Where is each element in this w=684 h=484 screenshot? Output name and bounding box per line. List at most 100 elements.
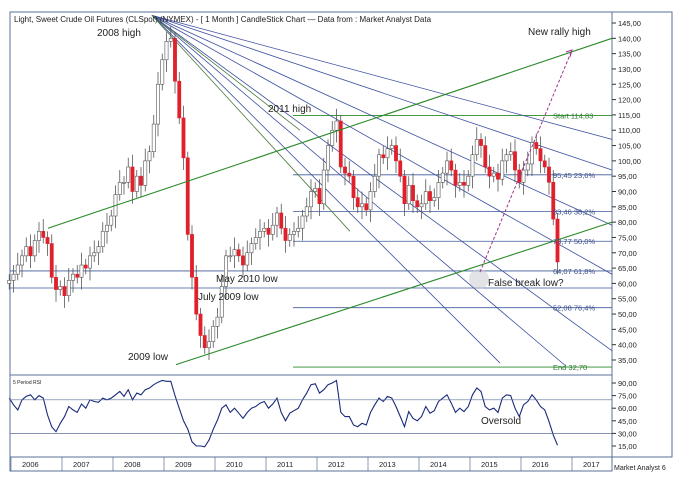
candle-body — [24, 246, 29, 257]
time-axis-tick-label: 2009 — [175, 460, 192, 469]
candle-body — [15, 264, 20, 275]
candle-body — [20, 255, 24, 266]
candle-body — [360, 203, 364, 208]
candle-body — [37, 231, 41, 241]
candle-body — [462, 182, 466, 186]
price-axis-panel — [611, 11, 673, 458]
candle-body — [491, 172, 496, 177]
candle-body — [534, 142, 539, 149]
candle-body — [241, 255, 245, 266]
rsi-axis-tick-label: 60,00 — [618, 404, 637, 413]
candle-body — [513, 151, 517, 171]
candle-body — [258, 231, 262, 238]
time-axis-tick-label: 2015 — [481, 460, 498, 469]
candle-body — [530, 142, 534, 165]
candle-body — [156, 83, 160, 125]
candle-body — [309, 191, 313, 208]
candle-body — [406, 185, 411, 205]
candle-body — [338, 120, 343, 168]
candle-body — [334, 120, 339, 131]
candle-body — [45, 237, 50, 244]
candle-body — [466, 175, 471, 186]
price-axis-tick-label: 140,00 — [618, 34, 641, 43]
candle-body — [517, 169, 522, 183]
rsi-axis-tick-label: 45,00 — [618, 417, 637, 426]
time-axis-tick-label: 2013 — [379, 460, 396, 469]
fan-line-green — [151, 15, 351, 232]
candle-body — [253, 237, 258, 244]
candle-body — [504, 154, 509, 162]
candle-body — [194, 276, 199, 315]
candle-body — [96, 246, 101, 254]
rsi-panel — [9, 374, 613, 458]
candle-body — [198, 313, 203, 336]
candle-body — [292, 231, 296, 235]
candle-body — [79, 264, 84, 278]
candle-body — [249, 243, 254, 254]
fan-line-green — [151, 15, 301, 131]
time-axis-tick-label: 2010 — [226, 460, 243, 469]
candle-body — [296, 227, 301, 232]
price-axis-tick-label: 130,00 — [618, 65, 641, 74]
rsi-axis-tick-label: 90,00 — [618, 379, 637, 388]
annotation-july-2009-low: July 2009 low — [198, 292, 259, 303]
candle-body — [500, 160, 505, 180]
candle-body — [487, 166, 492, 177]
price-axis-tick-label: 145,00 — [618, 19, 641, 28]
time-axis-tick-label: 2016 — [532, 460, 549, 469]
candle-body — [402, 175, 407, 205]
price-axis-tick-label: 100,00 — [618, 157, 641, 166]
candle-body — [117, 182, 122, 195]
time-axis-tick-label: 2006 — [22, 460, 39, 469]
retracement-level-label: Start 114,83 — [553, 111, 593, 120]
annotation-may-2010-low: May 2010 low — [216, 274, 278, 285]
time-axis-tick-label: 2008 — [124, 460, 141, 469]
rsi-axis-tick-label: 75,00 — [618, 392, 637, 401]
green-channel-lines — [47, 37, 613, 366]
candle-body — [317, 188, 322, 205]
rsi-axis: 15,00 30,00 45,00 60,00 75,00 90,00 — [10, 379, 637, 451]
price-axis-tick-label: 85,00 — [618, 203, 637, 212]
candle-body — [147, 151, 152, 162]
price-axis-tick-label: 90,00 — [618, 188, 637, 197]
candle-body — [449, 160, 454, 171]
annotation-false-break-low: False break low? — [488, 278, 564, 289]
candlestick-series — [7, 26, 560, 360]
candle-body — [394, 145, 398, 162]
candle-body — [381, 154, 386, 159]
price-axis-tick-label: 70,00 — [618, 249, 637, 258]
time-axis-tick-label: 2012 — [328, 460, 345, 469]
time-axis-tick-label: 2014 — [430, 460, 447, 469]
fan-line — [151, 14, 613, 226]
candle-body — [428, 191, 432, 201]
candle-body — [83, 264, 88, 269]
candle-body — [440, 172, 445, 183]
retracement-level-label: End 32,70 — [553, 363, 587, 372]
time-axis-tick-label: 2007 — [73, 460, 90, 469]
candle-body — [432, 197, 437, 201]
annotation-2011-high: 2011 high — [268, 104, 311, 115]
annotation-2008-high: 2008 high — [97, 28, 141, 39]
fan-line — [151, 15, 567, 367]
retracement-labels: Start 114,83 95,45 23,6% 83,46 38,2% 73,77 … — [553, 111, 595, 372]
candle-body — [436, 182, 441, 198]
candle-body — [283, 227, 288, 241]
candle-body — [168, 38, 173, 42]
candle-body — [126, 166, 131, 183]
candle-body — [330, 129, 335, 146]
candle-body — [419, 203, 424, 208]
candle-body — [457, 182, 462, 186]
candle-body — [100, 231, 105, 247]
candle-body — [224, 255, 228, 287]
candle-body — [279, 212, 284, 229]
candle-body — [105, 224, 109, 232]
candle-body — [385, 148, 390, 159]
channel-lower-line — [175, 221, 613, 366]
candle-body — [411, 185, 415, 201]
candle-body — [542, 160, 547, 168]
price-axis-tick-label: 75,00 — [618, 233, 637, 242]
time-axis-tick-label: 2011 — [277, 460, 293, 469]
price-axis-tick-label: 135,00 — [618, 50, 641, 59]
annotation-oversold: Oversold — [481, 416, 521, 427]
price-axis: 35,00 40,00 45,00 50,00 55,00 60,00 65,00 70,00… — [612, 19, 641, 365]
